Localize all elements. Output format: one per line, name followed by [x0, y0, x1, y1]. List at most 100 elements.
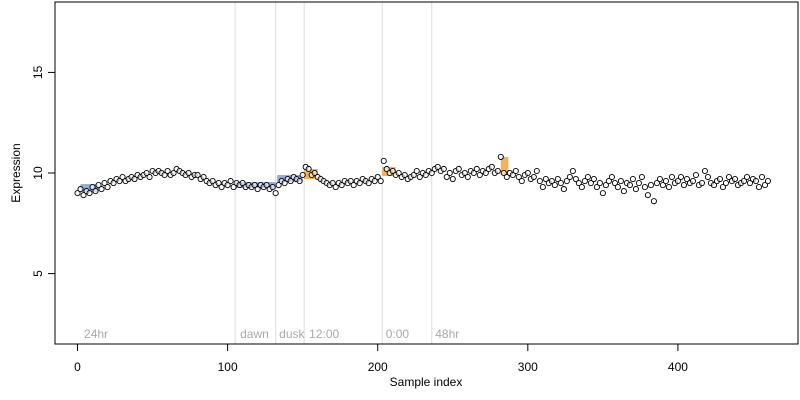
data-point — [680, 182, 687, 189]
data-point — [413, 167, 420, 175]
data-point — [86, 190, 93, 197]
data-point — [668, 173, 675, 181]
data-point — [449, 175, 456, 183]
x-tick-label: 0 — [74, 360, 81, 374]
data-point — [656, 175, 663, 183]
annotation-label-3: 12:00 — [309, 327, 339, 341]
data-point — [719, 184, 727, 191]
data-point — [590, 175, 597, 183]
data-point — [593, 184, 600, 191]
data-point — [473, 165, 480, 173]
data-point — [227, 177, 234, 185]
data-point — [557, 180, 564, 187]
data-point — [383, 165, 390, 173]
data-point — [416, 173, 423, 181]
data-point — [281, 180, 288, 187]
data-point — [764, 177, 772, 185]
data-point — [536, 177, 543, 185]
data-point — [296, 177, 303, 185]
data-point — [539, 184, 546, 191]
data-point — [563, 177, 570, 185]
data-point — [620, 188, 627, 195]
x-axis: 0 100 200 300 400 — [74, 343, 688, 374]
data-point — [374, 173, 381, 181]
annotation-label-5: 48hr — [435, 327, 459, 341]
data-point — [194, 171, 201, 179]
band-orange-2 — [500, 156, 509, 176]
data-point — [380, 157, 387, 164]
data-point — [350, 182, 357, 189]
data-point — [482, 169, 489, 177]
data-point — [377, 177, 384, 185]
x-tick-label: 400 — [668, 360, 688, 374]
data-point — [215, 180, 222, 187]
data-point — [701, 167, 708, 175]
data-point — [410, 171, 417, 179]
data-point — [554, 175, 561, 183]
data-point — [428, 169, 435, 177]
data-point — [641, 184, 648, 191]
data-point — [422, 171, 429, 179]
data-point — [587, 180, 594, 187]
data-point — [455, 165, 462, 173]
y-tick-label: 5 — [31, 270, 45, 277]
data-point — [602, 182, 609, 189]
data-point — [581, 177, 588, 185]
data-point — [476, 171, 483, 179]
data-point — [614, 184, 621, 191]
data-point — [683, 175, 690, 183]
data-point — [101, 180, 108, 187]
data-point — [710, 182, 717, 189]
data-point — [512, 167, 519, 175]
data-point — [131, 175, 138, 183]
data-point — [566, 173, 573, 181]
data-point — [401, 171, 408, 179]
data-point — [608, 173, 615, 181]
data-point — [746, 180, 754, 187]
data-point — [161, 171, 168, 179]
data-point — [524, 169, 531, 177]
data-point — [185, 169, 192, 177]
data-point — [662, 177, 669, 185]
data-point — [299, 171, 306, 179]
data-point — [356, 180, 363, 187]
data-point — [638, 173, 645, 181]
x-axis-title: Sample index — [390, 375, 463, 389]
data-point — [110, 180, 117, 187]
data-point — [716, 175, 724, 183]
data-point — [389, 167, 396, 175]
data-point — [80, 192, 87, 199]
data-point — [572, 175, 579, 183]
data-point — [677, 173, 684, 181]
x-tick-label: 300 — [518, 360, 538, 374]
data-point — [542, 175, 549, 183]
data-point — [626, 182, 633, 189]
data-point — [230, 184, 237, 191]
y-axis-title: Expression — [9, 143, 23, 202]
data-point — [722, 180, 730, 187]
data-point — [251, 182, 258, 189]
data-point — [365, 180, 372, 187]
data-point — [731, 175, 739, 183]
band-blue-0 — [80, 184, 99, 193]
data-point — [596, 180, 603, 187]
data-point — [434, 163, 441, 171]
data-point — [599, 190, 606, 197]
data-point — [605, 177, 612, 185]
data-point — [95, 182, 102, 189]
data-point — [635, 180, 642, 187]
annotation-label-0: 24hr — [84, 327, 108, 341]
data-point — [311, 169, 318, 177]
data-point — [632, 186, 639, 193]
data-point — [263, 182, 270, 189]
data-point — [560, 186, 567, 193]
data-point — [164, 167, 171, 175]
data-point — [269, 184, 276, 191]
data-point — [725, 173, 733, 181]
data-point — [116, 177, 123, 185]
data-point — [569, 167, 576, 175]
data-point — [254, 186, 261, 193]
data-point — [548, 177, 555, 185]
data-point — [275, 182, 282, 189]
